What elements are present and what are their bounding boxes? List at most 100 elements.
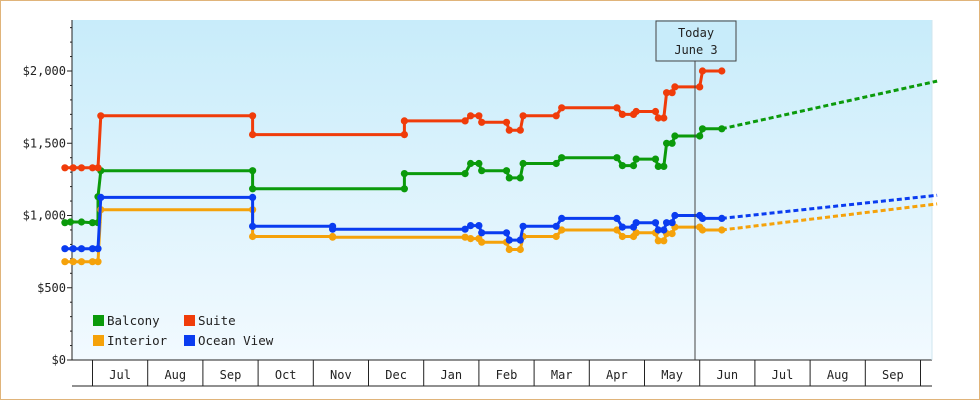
axes: $0 $500 $1,000 $1,500 $2,000 Jul Aug Sep Oct Nov D… [23, 20, 933, 387]
x-tick-label: Sep [882, 368, 904, 382]
x-tick-label: Jun [716, 368, 738, 382]
data-point-ocean-view [698, 214, 707, 222]
data-point-interior [613, 226, 621, 234]
x-tick-label: Aug [827, 368, 849, 382]
data-point-ocean-view [618, 223, 627, 231]
data-point-interior [61, 258, 69, 266]
data-point-ocean-view [77, 245, 86, 253]
x-tick-label: Mar [551, 368, 573, 382]
data-point-ocean-view [502, 229, 511, 237]
data-point-suite [618, 110, 627, 118]
data-point-suite [651, 107, 660, 116]
x-tick-label: Dec [385, 368, 407, 382]
data-point-suite [696, 83, 704, 91]
x-tick-label: Jan [440, 368, 462, 382]
data-point-balcony [519, 159, 527, 168]
today-marker: Today June 3 [655, 20, 737, 360]
data-point-ocean-view [668, 219, 676, 227]
data-point-ocean-view [660, 226, 668, 234]
data-point-ocean-view [632, 219, 640, 227]
data-point-balcony [505, 174, 513, 182]
data-point-balcony [66, 218, 74, 226]
data-point-ocean-view [654, 226, 662, 234]
data-point-suite [69, 164, 77, 172]
legend-label-suite: Suite [198, 313, 236, 328]
data-point-ocean-view [467, 222, 475, 230]
data-point-ocean-view [61, 245, 69, 253]
projection-line-ocean-view [721, 193, 938, 220]
y-tick-label: $1,000 [23, 209, 66, 223]
data-point-interior [654, 237, 662, 245]
today-box [655, 20, 737, 62]
data-point-balcony [61, 219, 69, 227]
data-point-balcony [467, 159, 475, 168]
data-point-balcony [696, 132, 704, 140]
data-point-balcony [516, 174, 524, 182]
data-point-suite [668, 89, 676, 97]
data-point-ocean-view [613, 214, 621, 222]
data-point-suite [249, 112, 257, 120]
legend-swatch-balcony [93, 315, 104, 326]
data-point-balcony [698, 125, 707, 133]
legend: Balcony Suite Interior Ocean View [93, 313, 274, 348]
data-point-balcony [88, 219, 97, 227]
projection-line-interior [721, 202, 938, 232]
data-point-interior [329, 233, 337, 241]
data-point-balcony [651, 155, 660, 163]
data-point-interior [69, 258, 77, 266]
data-point-suite [61, 164, 69, 172]
data-point-balcony [629, 162, 638, 170]
x-tick-label: Jul [772, 368, 794, 382]
data-point-interior [558, 226, 566, 234]
data-point-ocean-view [69, 245, 77, 253]
data-point-ocean-view [461, 225, 469, 233]
x-tick-label: Oct [275, 368, 297, 382]
data-point-balcony [668, 139, 676, 147]
legend-item-suite: Suite [184, 313, 236, 328]
legend-swatch-suite [184, 315, 195, 326]
data-point-balcony [618, 162, 627, 170]
data-point-suite [475, 112, 483, 120]
data-point-suite [660, 114, 668, 122]
data-point-ocean-view [249, 222, 257, 230]
data-point-ocean-view [97, 193, 105, 201]
y-tick-label: $0 [52, 353, 66, 367]
data-point-suite [77, 164, 86, 172]
data-point-balcony [77, 218, 86, 226]
data-point-interior [516, 245, 524, 254]
data-point-ocean-view [558, 214, 566, 222]
data-point-ocean-view [329, 225, 337, 233]
data-point-ocean-view [651, 219, 660, 227]
data-point-ocean-view [94, 245, 102, 253]
data-point-suite [461, 117, 469, 125]
legend-label-balcony: Balcony [107, 313, 160, 328]
data-point-ocean-view [663, 219, 671, 227]
data-point-interior [698, 226, 707, 234]
data-point-ocean-view [516, 236, 524, 244]
data-point-suite [94, 164, 102, 172]
data-point-suite [654, 114, 662, 122]
legend-label-interior: Interior [107, 333, 168, 348]
data-point-balcony [478, 167, 486, 175]
data-point-balcony [663, 139, 671, 147]
data-point-suite [519, 112, 527, 120]
data-point-suite [718, 67, 726, 75]
data-point-suite [516, 126, 524, 134]
legend-swatch-ocean-view [184, 335, 195, 346]
y-tick-label: $1,500 [23, 136, 66, 150]
y-tick-label: $2,000 [23, 64, 66, 78]
data-point-suite [698, 67, 707, 75]
data-point-interior [505, 245, 513, 254]
data-point-interior [467, 235, 475, 243]
data-point-interior [478, 238, 486, 246]
data-point-suite [400, 117, 408, 125]
data-point-balcony [502, 167, 511, 175]
data-point-suite [505, 126, 513, 134]
data-point-balcony [632, 155, 640, 163]
data-point-suite [467, 112, 475, 120]
data-point-ocean-view [249, 193, 257, 201]
data-point-interior [249, 232, 257, 241]
data-point-balcony [400, 170, 408, 178]
series-line-balcony [64, 127, 722, 225]
x-tick-label: Apr [606, 368, 628, 382]
